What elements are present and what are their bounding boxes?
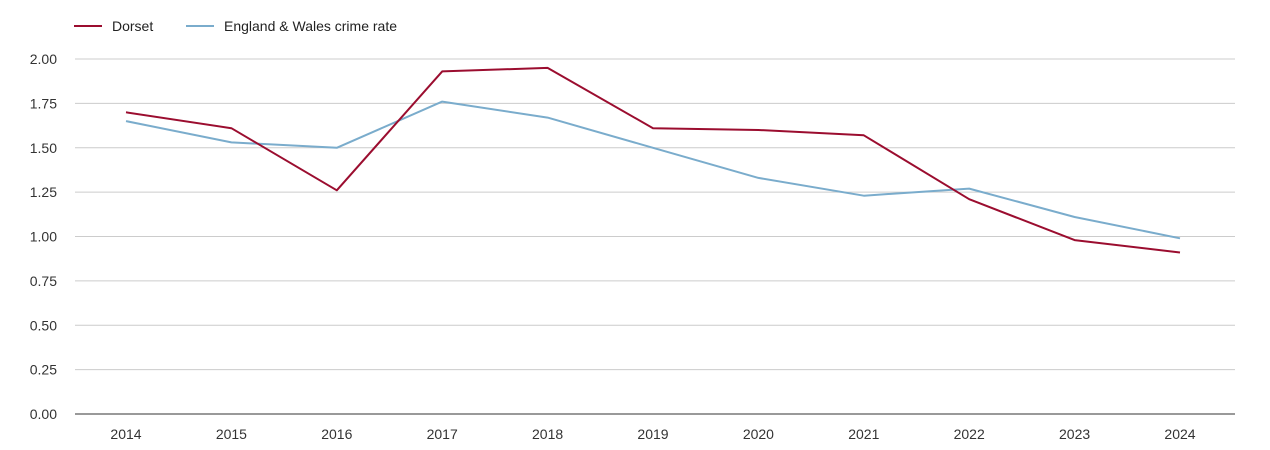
series-line-england-wales [125, 100, 1181, 240]
x-tick-label: 2024 [1164, 426, 1195, 442]
y-axis: 0.00 0.25 0.50 0.75 1.00 1.25 1.50 1.75 2.00 [30, 51, 57, 422]
series-lines [125, 66, 1181, 254]
x-tick-label: 2021 [848, 426, 879, 442]
x-tick-label: 2019 [637, 426, 668, 442]
x-tick-label: 2017 [427, 426, 458, 442]
y-tick-label: 1.50 [30, 140, 57, 156]
y-tick-label: 1.25 [30, 184, 57, 200]
x-tick-label: 2015 [216, 426, 247, 442]
series-line-dorset [125, 66, 1181, 254]
legend-label-dorset: Dorset [112, 18, 153, 34]
x-tick-label: 2022 [954, 426, 985, 442]
y-tick-label: 0.25 [30, 362, 57, 378]
x-axis: 2014 2015 2016 2017 2018 2019 2020 2021 2022 2023… [75, 413, 1235, 442]
x-tick-label: 2016 [321, 426, 352, 442]
y-tick-label: 1.00 [30, 229, 57, 245]
y-tick-label: 0.75 [30, 273, 57, 289]
y-tick-label: 2.00 [30, 51, 57, 67]
y-tick-label: 0.00 [30, 406, 57, 422]
x-tick-label: 2023 [1059, 426, 1090, 442]
legend: Dorset England & Wales crime rate [74, 18, 397, 34]
x-tick-label: 2014 [110, 426, 141, 442]
legend-label-england-wales: England & Wales crime rate [224, 18, 397, 34]
x-tick-label: 2020 [743, 426, 774, 442]
x-tick-label: 2018 [532, 426, 563, 442]
y-tick-label: 0.50 [30, 317, 57, 333]
y-tick-label: 1.75 [30, 95, 57, 111]
